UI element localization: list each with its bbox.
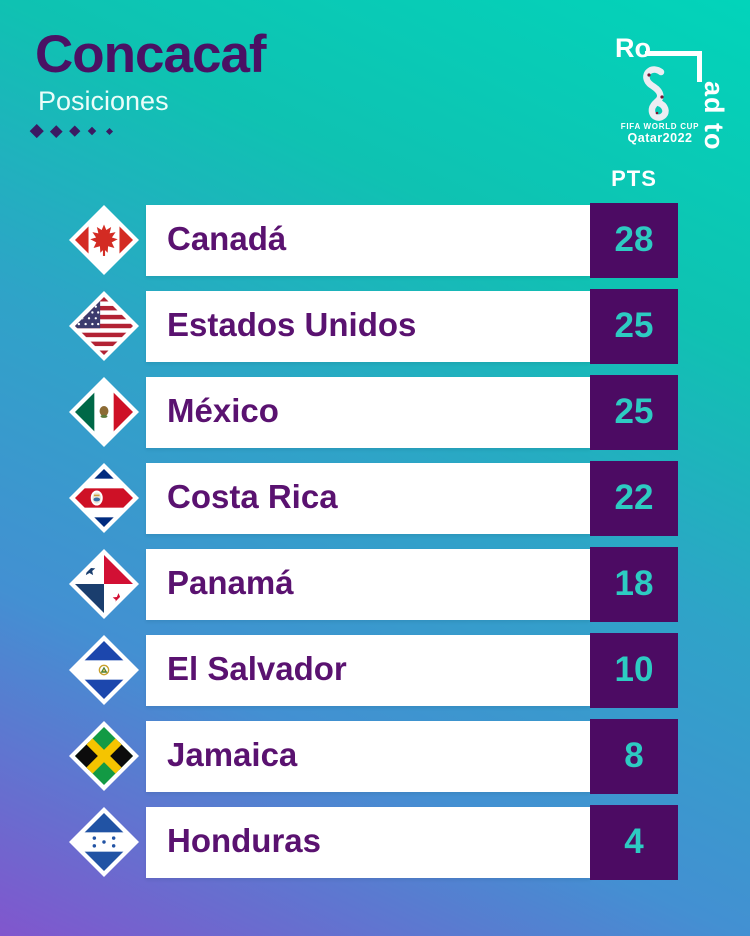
country-name: Honduras xyxy=(167,822,322,859)
country-bar: Estados Unidos xyxy=(146,291,590,362)
jamaica-flag-icon xyxy=(69,721,139,791)
page-title: Concacaf xyxy=(35,25,267,84)
points-value: 8 xyxy=(624,735,644,775)
points-value: 22 xyxy=(614,477,654,517)
points-column-header: PTS xyxy=(611,166,657,191)
standings-row: México 25 xyxy=(0,375,750,450)
road-to-text-vertical: ad to xyxy=(699,81,729,151)
country-bar: Panamá xyxy=(146,549,590,620)
decorative-diamond-dots xyxy=(30,120,114,142)
canada-flag-icon xyxy=(69,205,139,275)
points-box: 25 xyxy=(590,289,678,364)
usa-flag-icon xyxy=(69,291,139,361)
page-subtitle: Posiciones xyxy=(38,86,169,116)
road-path-vertical-line xyxy=(697,51,702,82)
standings-row: Panamá 18 xyxy=(0,547,750,622)
points-value: 28 xyxy=(614,219,654,259)
country-bar: Canadá xyxy=(146,205,590,276)
points-value: 4 xyxy=(624,821,644,861)
country-name: Estados Unidos xyxy=(167,306,417,343)
points-box: 28 xyxy=(590,203,678,278)
points-value: 18 xyxy=(614,563,654,603)
standings-row: El Salvador 10 xyxy=(0,633,750,708)
country-name: Costa Rica xyxy=(167,478,338,515)
country-name: Jamaica xyxy=(167,736,298,773)
standings-row: Costa Rica 22 xyxy=(0,461,750,536)
honduras-flag-icon xyxy=(69,807,139,877)
road-to-text-horizontal: Ro xyxy=(615,33,651,63)
country-bar: Honduras xyxy=(146,807,590,878)
points-value: 10 xyxy=(614,649,654,689)
points-box: 25 xyxy=(590,375,678,450)
points-value: 25 xyxy=(614,391,654,431)
fifa-world-cup-emblem-icon xyxy=(643,66,669,121)
country-bar: El Salvador xyxy=(146,635,590,706)
fifa-world-cup-wordmark: FIFA WORLD CUP xyxy=(620,122,700,131)
points-value: 25 xyxy=(614,305,654,345)
standings-row: Canadá 28 xyxy=(0,203,750,278)
country-name: El Salvador xyxy=(167,650,347,687)
points-box: 8 xyxy=(590,719,678,794)
country-name: Panamá xyxy=(167,564,294,601)
road-path-horizontal-line xyxy=(645,51,701,56)
standings-row: Estados Unidos 25 xyxy=(0,289,750,364)
country-bar: México xyxy=(146,377,590,448)
points-box: 22 xyxy=(590,461,678,536)
points-box: 4 xyxy=(590,805,678,880)
country-bar: Costa Rica xyxy=(146,463,590,534)
qatar-2022-wordmark: Qatar2022 xyxy=(627,131,693,145)
mexico-flag-icon xyxy=(69,377,139,447)
country-bar: Jamaica xyxy=(146,721,590,792)
country-name: México xyxy=(167,392,279,429)
points-box: 18 xyxy=(590,547,678,622)
points-box: 10 xyxy=(590,633,678,708)
costa-rica-flag-icon xyxy=(69,463,139,533)
el-salvador-flag-icon xyxy=(69,635,139,705)
standings-row: Jamaica 8 xyxy=(0,719,750,794)
standings-row: Honduras 4 xyxy=(0,805,750,880)
panama-flag-icon xyxy=(69,549,139,619)
country-name: Canadá xyxy=(167,220,287,257)
